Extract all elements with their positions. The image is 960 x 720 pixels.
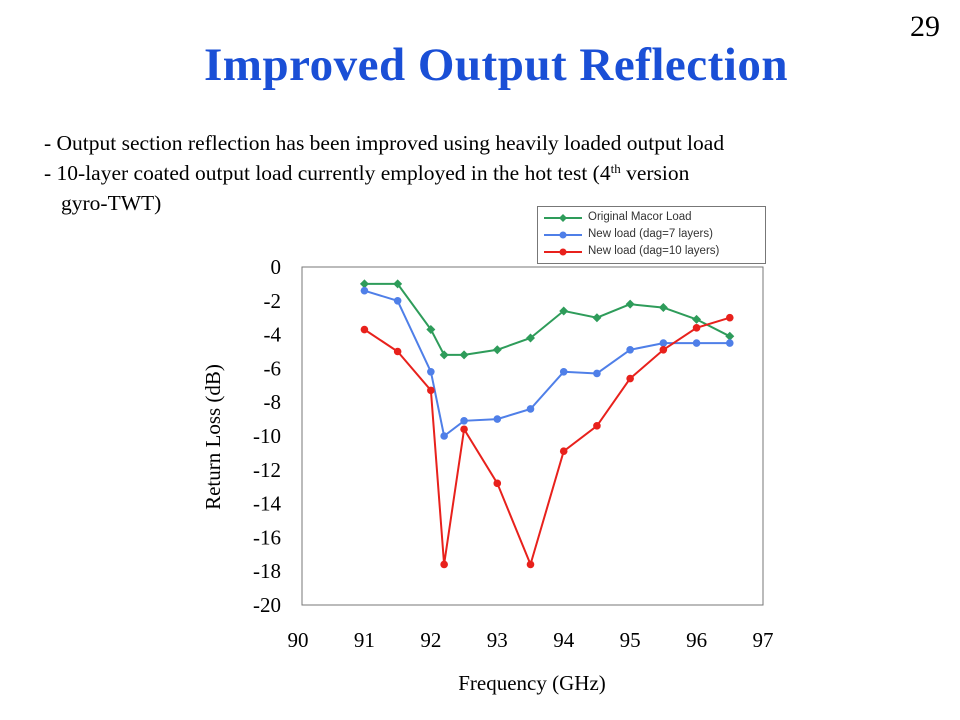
data-point: [526, 560, 535, 569]
bullet-item: - 10-layer coated output load currently …: [44, 158, 724, 188]
y-tick-label: -10: [253, 424, 281, 448]
bullet-text-continued: version: [620, 161, 690, 185]
y-tick-label: 0: [271, 255, 282, 279]
y-tick-label: -14: [253, 492, 281, 516]
bullet-text: - 10-layer coated output load currently …: [44, 161, 611, 185]
bullet-list: - Output section reflection has been imp…: [44, 128, 724, 218]
data-point: [559, 367, 568, 376]
y-tick-label: -2: [264, 289, 282, 313]
data-point: [659, 339, 668, 347]
x-tick-label: 97: [753, 628, 774, 652]
plot-area: [301, 266, 764, 606]
x-tick-label: 91: [354, 628, 375, 652]
data-point: [427, 386, 435, 395]
y-tick-label: -8: [264, 390, 282, 414]
data-point: [592, 313, 602, 323]
data-point: [593, 422, 601, 430]
data-point: [493, 415, 502, 423]
legend-item-dag-7: New load (dag=7 layers): [538, 227, 763, 243]
data-point: [393, 347, 402, 356]
data-point: [526, 405, 535, 413]
data-point: [559, 447, 568, 456]
x-tick-label: 92: [420, 628, 441, 652]
data-point: [440, 560, 448, 569]
data-point: [725, 313, 734, 322]
y-tick-label: -12: [253, 458, 281, 482]
data-point: [725, 339, 734, 347]
data-point: [459, 350, 469, 360]
data-point: [692, 324, 701, 332]
chart-legend: Original Macor Load New load (dag=7 laye…: [537, 206, 766, 264]
series-3: [360, 313, 734, 569]
y-tick-label: -18: [253, 559, 281, 583]
series-1: [359, 279, 735, 360]
page-title: Improved Output Reflection: [204, 39, 788, 91]
x-tick-label: 95: [620, 628, 641, 652]
x-tick-label: 94: [553, 628, 575, 652]
ordinal-suffix: th: [610, 161, 621, 176]
x-tick-label: 93: [487, 628, 508, 652]
data-point: [393, 279, 403, 289]
data-point: [659, 346, 668, 354]
data-point: [426, 325, 436, 335]
series-layer: [359, 279, 735, 569]
data-point: [493, 479, 502, 488]
data-point: [692, 339, 701, 347]
bullet-item-continuation: gyro-TWT): [61, 191, 162, 215]
data-point: [526, 333, 535, 343]
data-point: [359, 279, 369, 289]
x-axis: 90 91 92 93 94 95 96 97: [288, 628, 774, 652]
series-line: [364, 282, 731, 356]
y-tick-label: -6: [264, 356, 282, 380]
y-tick-label: -20: [253, 593, 281, 617]
x-tick-label: 96: [686, 628, 707, 652]
data-point: [626, 346, 634, 354]
data-point: [460, 416, 468, 425]
data-point: [440, 432, 448, 440]
data-point: [559, 306, 569, 316]
legend-label: New load (dag=10 layers): [588, 245, 720, 257]
data-point: [692, 314, 702, 324]
y-axis: 0 -2 -4 -6 -8 -10 -12 -14 -16 -18 -20: [253, 255, 281, 617]
legend-label: New load (dag=7 layers): [588, 228, 713, 240]
data-point: [360, 325, 369, 334]
y-axis-label: Return Loss (dB): [201, 364, 225, 510]
legend-item-original-macor: Original Macor Load: [538, 210, 763, 226]
data-point: [625, 299, 635, 309]
slide-number: 29: [910, 10, 940, 43]
y-tick-label: -16: [253, 525, 281, 549]
data-point: [460, 425, 468, 434]
bullet-item: - Output section reflection has been imp…: [44, 131, 725, 155]
series-2: [360, 286, 734, 440]
legend-item-dag-10: New load (dag=10 layers): [538, 244, 763, 260]
data-point: [439, 350, 449, 360]
x-tick-label: 90: [288, 628, 309, 652]
data-point: [626, 374, 634, 383]
diamond-marker-icon: [544, 214, 582, 222]
data-point: [393, 297, 402, 305]
circle-marker-icon: [544, 248, 582, 256]
data-point: [492, 345, 502, 355]
data-point: [593, 369, 601, 378]
data-point: [427, 367, 435, 376]
data-point: [725, 331, 735, 341]
data-point: [658, 303, 668, 313]
series-line: [363, 316, 731, 568]
x-axis-label: Frequency (GHz): [458, 671, 606, 695]
circle-marker-icon: [544, 231, 582, 239]
data-point: [360, 286, 369, 295]
y-tick-label: -4: [264, 323, 282, 347]
legend-label: Original Macor Load: [588, 211, 692, 223]
